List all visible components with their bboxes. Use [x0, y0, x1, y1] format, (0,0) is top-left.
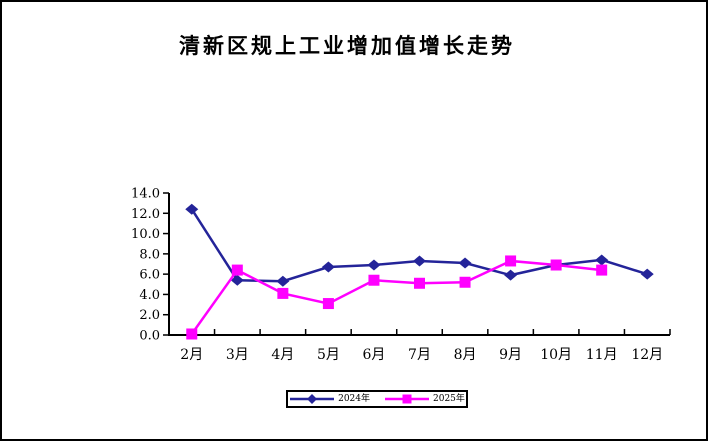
series-2025年-square-marker — [186, 328, 198, 340]
y-tick-label: 10.0 — [131, 227, 160, 242]
series-2025年-square-marker — [368, 274, 380, 286]
legend-swatch-2024年 — [290, 393, 335, 404]
y-tick-label: 8.0 — [139, 247, 160, 262]
series-2025年-square-marker — [231, 264, 243, 276]
y-tick-label: 14.0 — [131, 187, 160, 202]
legend: 2024年 2025年 — [286, 390, 468, 408]
legend-label-2024: 2024年 — [338, 393, 370, 404]
series-2025年-square-marker — [322, 298, 334, 310]
series-2025年-square-marker — [505, 255, 517, 267]
x-tick-label: 3月 — [226, 347, 249, 363]
legend-swatch-2025年 — [385, 394, 429, 403]
legend-label-2025: 2025年 — [433, 393, 465, 404]
x-tick-label: 5月 — [317, 347, 340, 363]
series-2025年-square-marker — [459, 276, 471, 288]
legend-marker-2024-icon — [289, 390, 335, 409]
series-2025年-square-marker — [550, 259, 562, 271]
series-2024年-diamond-marker — [230, 274, 244, 286]
series-2025年-square-marker — [596, 264, 608, 276]
x-tick-label: 4月 — [271, 347, 294, 363]
legend-item-2024: 2024年 — [289, 390, 370, 409]
x-tick-label: 9月 — [499, 347, 522, 363]
series-line-2025年 — [190, 259, 602, 335]
series-2024年-diamond-marker — [185, 203, 199, 215]
x-tick-label: 7月 — [408, 347, 431, 363]
series-2024年-diamond-marker — [640, 268, 654, 280]
y-tick-label: 12.0 — [131, 207, 160, 222]
x-tick-label: 12月 — [631, 347, 663, 363]
y-tick-label: 6.0 — [139, 268, 160, 283]
series-2024年-diamond-marker — [276, 275, 290, 287]
x-tick-label: 6月 — [362, 347, 385, 363]
y-tick-label: 2.0 — [139, 308, 160, 323]
series-2024年-diamond-marker — [595, 254, 609, 266]
series-2024年-diamond-marker — [413, 255, 426, 267]
series-2025年-square-marker — [277, 287, 289, 299]
x-tick-label: 11月 — [586, 347, 618, 363]
x-tick-label: 8月 — [454, 347, 477, 363]
series-line-2024年 — [190, 208, 648, 283]
y-tick-label: 4.0 — [139, 288, 160, 303]
series-2024年-diamond-marker — [458, 257, 472, 269]
series-2024年-diamond-marker — [321, 261, 335, 273]
legend-marker-2025-icon — [384, 390, 430, 409]
series-2025年-square-marker — [414, 277, 425, 289]
x-tick-label: 2月 — [180, 347, 203, 363]
x-tick-label: 10月 — [540, 347, 572, 363]
chart-title: 清新区规上工业增加值增长走势 — [179, 33, 515, 58]
legend-item-2025: 2025年 — [384, 390, 465, 409]
series-2024年-diamond-marker — [367, 259, 381, 271]
series-2024年-diamond-marker — [504, 269, 518, 281]
y-tick-label: 0.0 — [139, 329, 160, 344]
